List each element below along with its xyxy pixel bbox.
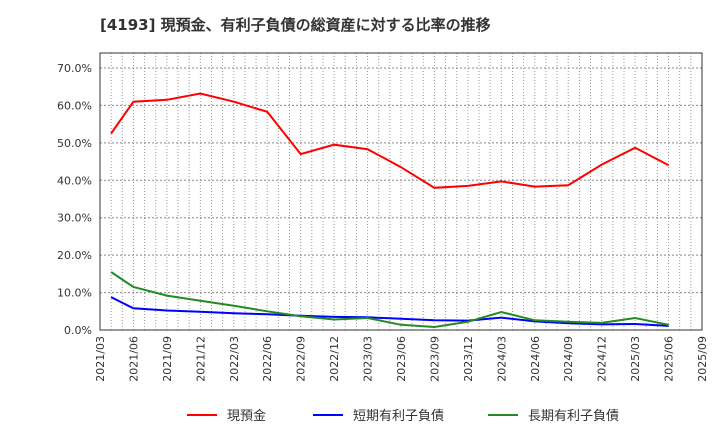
y-tick-label: 70.0% (57, 62, 92, 75)
x-tick-label: 2022/09 (295, 336, 308, 382)
x-tick-label: 2022/06 (261, 336, 274, 382)
x-tick-label: 2024/06 (529, 336, 542, 382)
y-tick-label: 60.0% (57, 99, 92, 112)
x-tick-label: 2023/06 (395, 336, 408, 382)
y-tick-label: 0.0% (64, 324, 92, 337)
series-line-0 (110, 92, 670, 189)
x-tick-label: 2025/09 (696, 336, 709, 382)
y-tick-label: 30.0% (57, 212, 92, 225)
x-tick-label: 2022/12 (328, 336, 341, 382)
x-tick-label: 2021/03 (94, 336, 107, 382)
x-tick-label: 2021/12 (194, 336, 207, 382)
x-tick-label: 2024/03 (495, 336, 508, 382)
y-tick-label: 50.0% (57, 137, 92, 150)
x-tick-label: 2022/03 (228, 336, 241, 382)
legend-label-2: 長期有利子負債 (528, 409, 619, 424)
x-tick-label: 2023/09 (428, 336, 441, 382)
x-tick-label: 2021/06 (127, 336, 140, 382)
x-tick-label: 2024/12 (596, 336, 609, 382)
legend-label-1: 短期有利子負債 (353, 409, 444, 424)
x-tick-label: 2023/03 (362, 336, 375, 382)
legend-label-0: 現預金 (227, 408, 266, 424)
x-tick-label: 2021/09 (161, 336, 174, 382)
x-tick-label: 2025/06 (663, 336, 676, 382)
x-tick-label: 2024/09 (562, 336, 575, 382)
y-tick-label: 20.0% (57, 249, 92, 262)
chart-title: [4193] 現預金、有利子負債の総資産に対する比率の推移 (100, 16, 491, 34)
y-tick-label: 40.0% (57, 174, 92, 187)
series-line-1 (110, 296, 669, 327)
plot-border (99, 52, 703, 331)
x-tick-label: 2023/12 (462, 336, 475, 382)
y-tick-label: 10.0% (57, 287, 92, 300)
x-tick-label: 2025/03 (629, 336, 642, 382)
series-line-2 (110, 271, 669, 329)
